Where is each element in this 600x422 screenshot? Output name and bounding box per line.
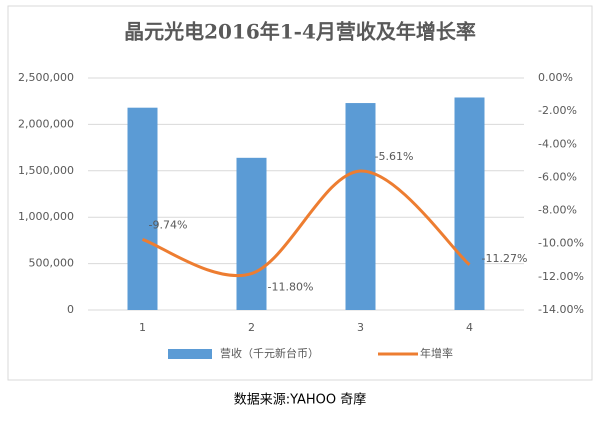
line bbox=[142, 169, 471, 277]
data-label: -9.74% bbox=[149, 218, 188, 231]
y-tick-label: 1,000,000 bbox=[18, 210, 74, 223]
bar bbox=[127, 107, 158, 310]
data-label: -5.61% bbox=[375, 150, 414, 163]
legend-label: 营收（千元新台币） bbox=[220, 346, 319, 360]
chart-title: 晶元光电2016年1-4月营收及年增长率 bbox=[124, 20, 476, 44]
x-tick-label: 3 bbox=[357, 321, 364, 334]
y2-tick-label: -12.00% bbox=[538, 270, 584, 283]
bar bbox=[454, 97, 485, 310]
bar bbox=[345, 103, 376, 310]
y-tick-label: 500,000 bbox=[29, 257, 75, 270]
y2-tick-label: -10.00% bbox=[538, 237, 584, 250]
y-tick-label: 2,000,000 bbox=[18, 117, 74, 130]
legend-swatch bbox=[168, 349, 212, 359]
y2-tick-label: -8.00% bbox=[538, 204, 577, 217]
y-tick-label: 1,500,000 bbox=[18, 164, 74, 177]
y2-tick-label: -14.00% bbox=[538, 303, 584, 316]
y-tick-label: 2,500,000 bbox=[18, 71, 74, 84]
x-tick-label: 1 bbox=[139, 321, 146, 334]
x-tick-label: 2 bbox=[248, 321, 255, 334]
y2-tick-label: -2.00% bbox=[538, 104, 577, 117]
chart-frame bbox=[7, 5, 593, 381]
y-tick-label: 0 bbox=[67, 303, 74, 316]
data-label: -11.27% bbox=[482, 252, 528, 265]
source-note: 数据来源:YAHOO 奇摩 bbox=[234, 392, 367, 408]
y2-tick-label: 0.00% bbox=[538, 71, 573, 84]
y2-tick-label: -4.00% bbox=[538, 137, 577, 150]
data-label: -11.80% bbox=[268, 281, 314, 294]
x-tick-label: 4 bbox=[466, 321, 473, 334]
legend-label: 年增率 bbox=[420, 346, 453, 360]
bar bbox=[236, 157, 267, 310]
y2-tick-label: -6.00% bbox=[538, 170, 577, 183]
